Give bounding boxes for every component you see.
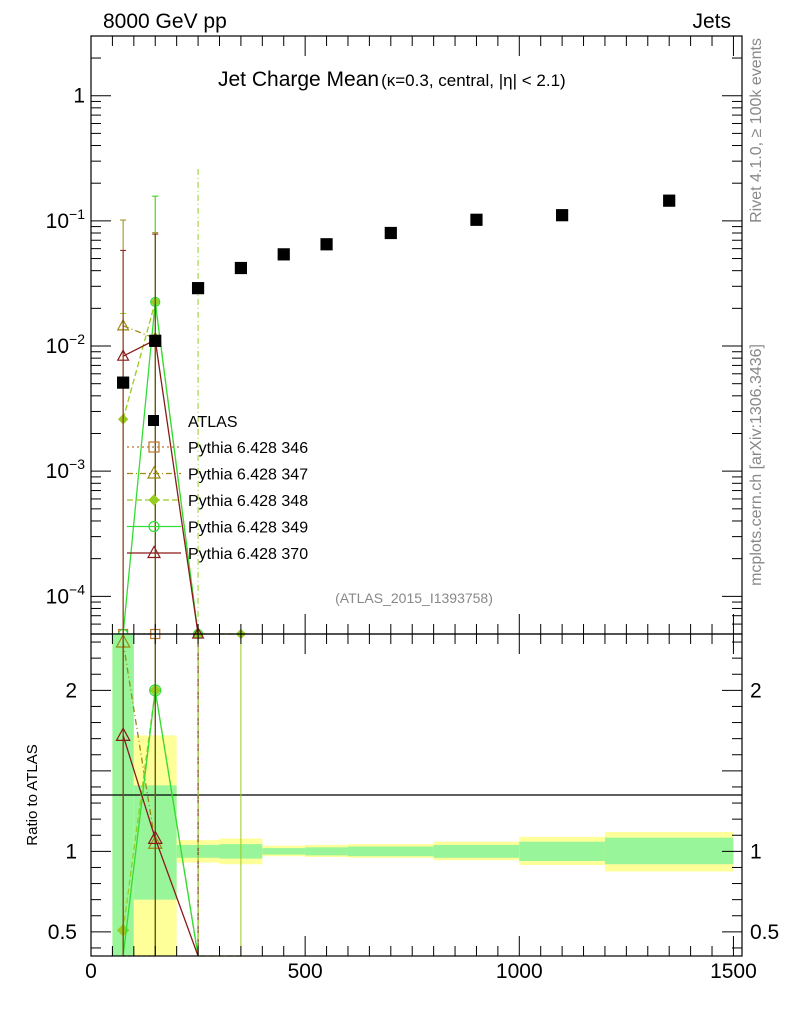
- y-tick-label-base: 10: [46, 210, 69, 233]
- ratio-band-green: [433, 844, 520, 858]
- x-axis: 0 500 1000 1500: [85, 36, 757, 983]
- atlas-data-point: [234, 261, 248, 275]
- ratio-tick-label-right: 1: [750, 840, 762, 863]
- y-tick-label: 1: [73, 85, 85, 108]
- atlas-data-point: [191, 282, 205, 295]
- ratio-band-green: [305, 847, 348, 856]
- y-tick-label: 10−2: [46, 331, 86, 358]
- series-line: [122, 301, 199, 635]
- legend-label: Pythia 6.428 346: [188, 440, 308, 457]
- atlas-data-point: [149, 334, 162, 347]
- ratio-tick-label-left: 2: [65, 679, 77, 702]
- ratio-band-green: [519, 841, 605, 862]
- header-jets-label: Jets: [692, 10, 731, 33]
- legend-label-atlas: ATLAS: [188, 414, 238, 431]
- header-energy-label: 8000 GeV pp: [103, 10, 227, 33]
- main-panel-series: [116, 168, 247, 640]
- legend-marker-atlas: [148, 415, 159, 426]
- ratio-panel-ticks: 0.5 0.5 1 1 2 2: [48, 641, 779, 949]
- ratio-tick-label-left: 1: [65, 840, 77, 863]
- legend-marker: [148, 520, 160, 533]
- y-tick-label: 10−3: [46, 456, 86, 483]
- atlas-data-point: [384, 226, 397, 240]
- y-tick-label-base: 1: [73, 85, 85, 108]
- ratio-series-line: [122, 641, 156, 844]
- y-tick-label-exponent: −1: [69, 206, 85, 222]
- analysis-id-label: (ATLAS_2015_I1393758): [335, 590, 493, 606]
- x-tick-label: 0: [85, 960, 97, 983]
- legend-label: Pythia 6.428 349: [188, 520, 308, 537]
- mcplots-label: mcplots.cern.ch [arXiv:1306.3436]: [748, 344, 765, 586]
- chart-title: Jet Charge Mean (κ=0.3, central, |η| < 2.…: [218, 68, 566, 91]
- y-tick-label: 10−4: [46, 581, 86, 608]
- main-panel-ticks: 110−110−210−310−4: [46, 35, 742, 635]
- legend-marker: [148, 494, 160, 506]
- legend-marker: [146, 545, 162, 559]
- atlas-data-point: [117, 376, 130, 389]
- y-tick-label-base: 10: [46, 585, 69, 608]
- chart-title-sub: (κ=0.3, central, |η| < 2.1): [381, 71, 566, 90]
- ratio-band-green: [262, 848, 306, 855]
- ratio-tick-label-right: 2: [750, 679, 762, 702]
- x-tick-label: 1500: [710, 960, 757, 983]
- legend-marker: [148, 441, 160, 453]
- y-tick-label-base: 10: [46, 460, 69, 483]
- y-tick-label-exponent: −2: [69, 331, 85, 347]
- atlas-data-point: [556, 209, 569, 222]
- legend-marker: [146, 465, 162, 479]
- rivet-version-label: Rivet 4.1.0, ≥ 100k events: [748, 38, 765, 223]
- legend-label: Pythia 6.428 347: [188, 467, 308, 484]
- legend-label: Pythia 6.428 370: [188, 546, 308, 563]
- y-tick-label-exponent: −3: [69, 456, 85, 472]
- ratio-band-green: [604, 837, 734, 865]
- legend-label: Pythia 6.428 348: [188, 493, 308, 510]
- atlas-data-point: [277, 248, 290, 261]
- ratio-tick-label-left: 0.5: [48, 921, 77, 944]
- ratio-tick-label-right: 0.5: [750, 921, 779, 944]
- ratio-panel-series: [115, 633, 242, 957]
- series-point: [116, 349, 130, 361]
- x-tick-label: 500: [288, 960, 323, 983]
- main-panel-data-points: [117, 194, 676, 389]
- y-tick-label-base: 10: [46, 335, 69, 358]
- legend: ATLAS Pythia 6.428 346 Pythia 6.428 347 Pyt…: [127, 414, 308, 563]
- x-tick-label: 1000: [496, 960, 543, 983]
- ratio-y-axis-label: Ratio to ATLAS: [24, 744, 41, 845]
- atlas-data-point: [470, 213, 483, 226]
- y-tick-label-exponent: −4: [69, 581, 85, 597]
- chart-title-main: Jet Charge Mean: [218, 68, 379, 91]
- y-tick-label: 10−1: [46, 206, 86, 233]
- atlas-data-point: [320, 238, 333, 251]
- main-panel-frame: [90, 35, 743, 635]
- series-line: [122, 338, 199, 635]
- ratio-panel-frame: [90, 633, 743, 957]
- ratio-band-green: [347, 846, 434, 857]
- atlas-data-point: [663, 194, 676, 207]
